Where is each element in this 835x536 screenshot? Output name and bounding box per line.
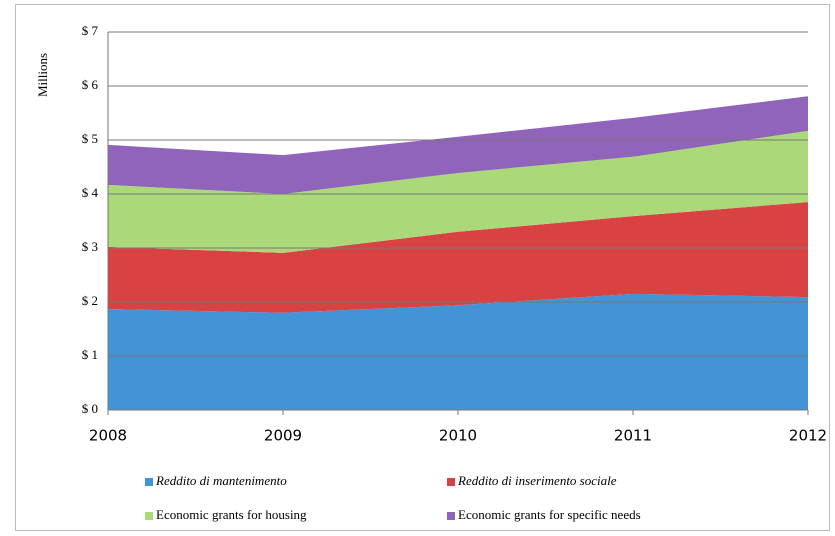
legend-swatch: [145, 512, 153, 520]
y-tick-label: $ 2: [82, 293, 98, 308]
area: [108, 293, 808, 410]
y-tick-label: $ 7: [82, 23, 99, 38]
x-tick-label: 2008: [89, 427, 127, 445]
legend-label: Reddito di inserimento sociale: [457, 473, 617, 488]
x-tick-label: 2012: [789, 427, 827, 445]
y-tick-label: $ 4: [82, 185, 99, 200]
area: [108, 202, 808, 313]
legend-swatch: [145, 478, 153, 486]
y-tick-label: $ 0: [82, 401, 98, 416]
y-tick-label: $ 1: [82, 347, 98, 362]
legend-swatch: [447, 478, 455, 486]
area: [108, 130, 808, 253]
legend-swatch: [447, 512, 455, 520]
legend-label: Reddito di mantenimento: [155, 473, 287, 488]
x-tick-label: 2010: [439, 427, 477, 445]
x-tick-label: 2011: [614, 427, 652, 445]
y-tick-label: $ 5: [82, 131, 98, 146]
y-tick-label: $ 6: [82, 77, 99, 92]
legend-label: Economic grants for housing: [156, 507, 307, 522]
y-tick-label: $ 3: [82, 239, 98, 254]
x-tick-label: 2009: [264, 427, 302, 445]
area: [108, 96, 808, 194]
legend-label: Economic grants for specific needs: [458, 507, 641, 522]
y-axis-title: Millions: [35, 53, 50, 97]
